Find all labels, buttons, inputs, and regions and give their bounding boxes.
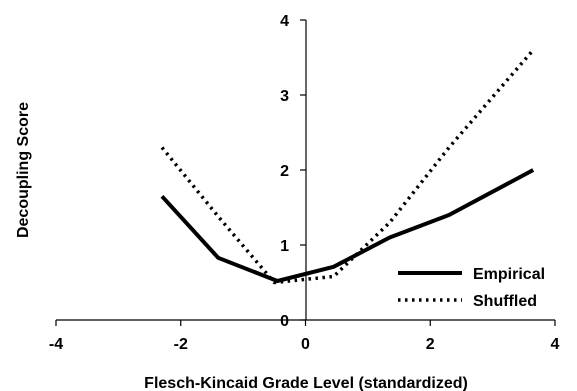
x-axis-title: Flesch-Kincaid Grade Level (standardized… xyxy=(144,375,468,391)
y-tick-label: 4 xyxy=(280,13,289,30)
x-tick-label: 2 xyxy=(426,336,435,353)
y-tick-label: 2 xyxy=(280,163,289,180)
series-layer xyxy=(160,48,535,285)
legend: Empirical Shuffled xyxy=(398,266,545,310)
legend-label-shuffled: Shuffled xyxy=(473,293,537,310)
legend-label-empirical: Empirical xyxy=(473,266,545,283)
y-tick-label: 3 xyxy=(280,88,289,105)
axis-ticks: -4 -2 0 2 4 0 1 2 3 4 xyxy=(49,13,560,353)
series-line-empirical xyxy=(160,168,535,283)
y-axis-title: Decoupling Score xyxy=(15,102,32,238)
x-tick-label: -4 xyxy=(49,336,63,353)
x-tick-label: 0 xyxy=(301,336,310,353)
series-line-shuffled xyxy=(160,48,535,285)
y-tick-label: 1 xyxy=(280,238,289,255)
x-tick-label: 4 xyxy=(551,336,560,353)
y-tick-label: 0 xyxy=(280,313,289,330)
x-tick-label: -2 xyxy=(174,336,188,353)
